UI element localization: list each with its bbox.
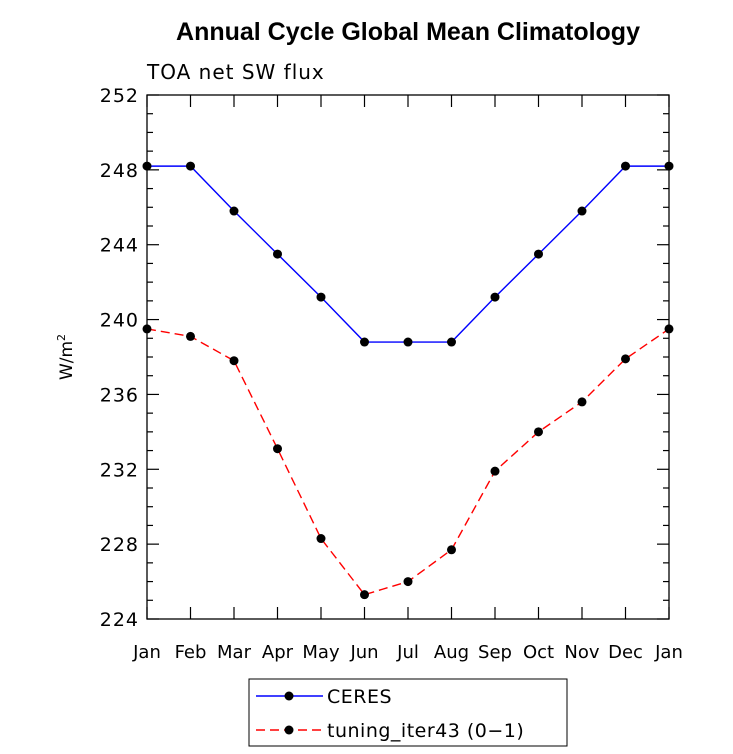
y-tick-label: 232 [100, 459, 139, 481]
x-tick-label: Sep [478, 642, 512, 663]
y-tick-label: 252 [100, 85, 139, 107]
data-point [186, 161, 195, 171]
x-tick-label: Dec [608, 642, 643, 663]
data-point [186, 331, 195, 341]
legend: CERES tuning_iter43 (0−1) [248, 678, 568, 747]
data-point [447, 337, 456, 347]
legend-marker [284, 691, 294, 701]
y-tick-label: 248 [100, 160, 139, 182]
legend-marker [284, 725, 294, 735]
x-tick-label: Jan [132, 642, 161, 663]
chart-subtitle: TOA net SW flux [146, 60, 325, 84]
data-point [316, 292, 326, 302]
data-point [142, 161, 152, 171]
data-point [142, 324, 152, 334]
data-point [360, 337, 369, 347]
x-tick-label: Jul [396, 642, 419, 663]
data-point [534, 427, 543, 437]
data-point [229, 206, 239, 216]
y-tick-label: 244 [100, 235, 139, 257]
x-tick-label: Jan [654, 642, 683, 663]
series-group [142, 161, 674, 600]
series-line [146, 328, 670, 596]
data-point [577, 206, 587, 216]
y-tick-label: 236 [100, 384, 139, 406]
data-point [273, 249, 282, 259]
y-axis-label-text: W/m [57, 341, 77, 380]
y-axis-label: W/m2 [55, 334, 77, 380]
plot-frame [146, 94, 670, 620]
data-point [621, 161, 630, 171]
y-axis-label-superscript: 2 [55, 334, 68, 341]
x-tick-label: Apr [262, 642, 294, 663]
data-point [490, 466, 500, 476]
data-point [664, 161, 674, 171]
y-axis: 224 228 232 236 240 244 248 252 [100, 85, 669, 631]
data-point [229, 356, 239, 366]
data-point [403, 337, 413, 347]
data-point [360, 590, 369, 600]
x-tick-label: Oct [523, 642, 554, 663]
data-point [273, 444, 282, 454]
x-axis: Jan Feb Mar Apr May Jun Jul Aug Sep Oct Nov Dec Jan [132, 95, 683, 663]
data-point [316, 534, 326, 544]
y-tick-label: 228 [100, 534, 139, 556]
plot-border [146, 94, 670, 620]
legend-box [248, 678, 568, 747]
legend-label: CERES [327, 686, 392, 708]
data-point [621, 354, 630, 364]
x-tick-label: Nov [564, 642, 599, 663]
data-point [403, 577, 413, 587]
data-point [534, 249, 543, 259]
data-point [447, 545, 456, 555]
data-point [490, 292, 500, 302]
data-point [664, 324, 674, 334]
y-tick-label: 224 [100, 609, 139, 631]
series-line [147, 165, 669, 343]
x-tick-label: May [302, 642, 340, 663]
x-tick-label: Feb [175, 642, 207, 663]
x-tick-label: Jun [349, 642, 378, 663]
y-tick-label: 240 [100, 310, 139, 332]
data-point [577, 397, 587, 407]
legend-label: tuning_iter43 (0−1) [327, 720, 524, 742]
x-tick-label: Mar [217, 642, 252, 663]
chart-title: Annual Cycle Global Mean Climatology [176, 18, 640, 46]
x-tick-label: Aug [434, 642, 469, 663]
